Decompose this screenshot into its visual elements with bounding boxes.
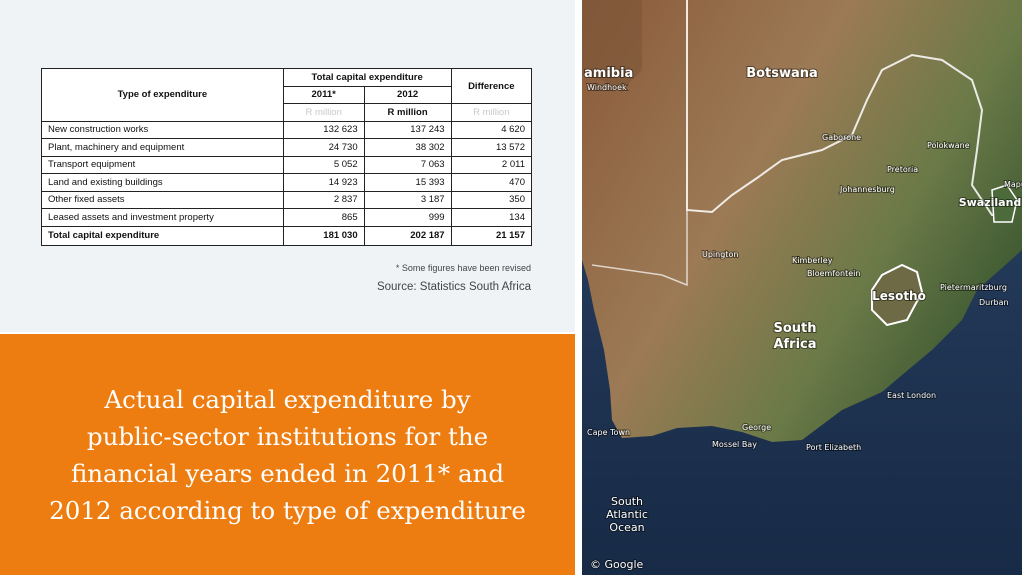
place-label: Port Elizabeth bbox=[806, 443, 861, 452]
caption: Actual capital expenditure by public-sect… bbox=[0, 334, 575, 575]
ocean-label: South bbox=[611, 495, 643, 508]
value-cell: 4 620 bbox=[450, 120, 533, 139]
caption-line: financial years ended in 2011* and bbox=[70, 459, 505, 488]
lesotho-border bbox=[871, 263, 924, 327]
value-cell: 24 730 bbox=[282, 138, 365, 157]
table-row: Other fixed assets 2 837 3 187 350 bbox=[41, 190, 533, 209]
value-cell: 2 837 bbox=[282, 190, 365, 209]
country-label: Botswana bbox=[746, 66, 818, 81]
value-cell: 202 187 bbox=[363, 225, 452, 246]
table-row: New construction works 132 623 137 243 4 62… bbox=[41, 120, 533, 139]
value-cell: 14 923 bbox=[282, 173, 365, 192]
border bbox=[591, 210, 688, 287]
value-cell: 865 bbox=[282, 208, 365, 227]
value-cell: 137 243 bbox=[363, 120, 452, 139]
value-cell: 999 bbox=[363, 208, 452, 227]
value-cell: 38 302 bbox=[363, 138, 452, 157]
map: amibia BotswanaSouthAfricaLesothoSwazilan… bbox=[582, 0, 1022, 575]
country-label: amibia bbox=[584, 66, 633, 81]
source: Source: Statistics South Africa bbox=[376, 281, 531, 293]
label-cell: Plant, machinery and equipment bbox=[41, 138, 284, 157]
value-cell: 5 052 bbox=[282, 155, 365, 174]
land-shade bbox=[582, 0, 642, 90]
place-label: Windhoek bbox=[587, 83, 627, 92]
value-cell: 2 011 bbox=[450, 155, 533, 174]
table-row: Plant, machinery and equipment 24 730 38 3… bbox=[41, 138, 533, 157]
place-label: Upington bbox=[702, 250, 738, 259]
table-row: Total capital expenditure 181 030 202 187 2… bbox=[41, 225, 533, 246]
footnote: * Some figures have been revised bbox=[395, 263, 531, 273]
value-cell: 181 030 bbox=[282, 225, 365, 246]
value-cell: 15 393 bbox=[363, 173, 452, 192]
table-row: Land and existing buildings 14 923 15 393 4… bbox=[41, 173, 533, 192]
place-label: Pretoria bbox=[887, 165, 918, 174]
label-cell: Transport equipment bbox=[41, 155, 284, 174]
unit-cell: R million bbox=[282, 103, 365, 122]
caption-line: 2012 according to type of expenditure bbox=[49, 496, 526, 525]
place-label: Kimberley bbox=[792, 256, 833, 265]
label-cell: Total capital expenditure bbox=[41, 225, 284, 246]
place-label: Durban bbox=[979, 298, 1009, 307]
value-cell: 470 bbox=[450, 173, 533, 192]
place-label: George bbox=[742, 423, 771, 432]
value-cell: 7 063 bbox=[363, 155, 452, 174]
ocean-label: Atlantic bbox=[606, 508, 648, 521]
border bbox=[686, 0, 1012, 216]
place-label: Maputo bbox=[1004, 180, 1022, 189]
land bbox=[582, 0, 1022, 442]
place-label: East London bbox=[887, 391, 936, 400]
label-cell: Land and existing buildings bbox=[41, 173, 284, 192]
value-cell: 13 572 bbox=[450, 138, 533, 157]
value-cell: 134 bbox=[450, 208, 533, 227]
value-cell: 350 bbox=[450, 190, 533, 209]
table-row: Transport equipment 5 052 7 063 2 011 bbox=[41, 155, 533, 174]
value-cell: 3 187 bbox=[363, 190, 452, 209]
country-label: Lesotho bbox=[872, 289, 926, 303]
header-cell: Type of expenditure bbox=[41, 68, 284, 122]
value-cell: 21 157 bbox=[450, 225, 533, 246]
header-cell: Total capital expenditure bbox=[282, 68, 452, 87]
header-cell: Difference bbox=[450, 68, 533, 104]
place-label: Pietermaritzburg bbox=[940, 283, 1007, 292]
table-panel: Type of expenditure Total capital expend… bbox=[0, 0, 575, 332]
header-cell: 2011* bbox=[282, 85, 365, 104]
place-label: Bloemfontein bbox=[807, 269, 860, 278]
country-label: South bbox=[773, 321, 816, 336]
country-label: Africa bbox=[773, 337, 816, 352]
caption-line: Actual capital expenditure by bbox=[104, 385, 471, 414]
value-cell: 132 623 bbox=[282, 120, 365, 139]
caption-line: public-sector institutions for the bbox=[86, 422, 489, 451]
ocean-label: Ocean bbox=[609, 521, 644, 534]
label-cell: Leased assets and investment property bbox=[41, 208, 284, 227]
label-cell: New construction works bbox=[41, 120, 284, 139]
swaziland-border bbox=[991, 184, 1018, 223]
place-label: Mossel Bay bbox=[712, 440, 757, 449]
label-cell: Other fixed assets bbox=[41, 190, 284, 209]
map-credit: © Google bbox=[590, 558, 644, 571]
header-cell: 2012 bbox=[363, 85, 452, 104]
place-label: Gaborone bbox=[822, 133, 861, 142]
unit-cell: R million bbox=[450, 103, 533, 122]
unit-cell: R million bbox=[363, 103, 452, 122]
place-label: Cape Town bbox=[587, 428, 630, 437]
expenditure-table: Type of expenditure Total capital expend… bbox=[41, 68, 533, 246]
country-label: Swaziland bbox=[959, 196, 1022, 209]
place-label: Polokwane bbox=[927, 141, 970, 150]
table-row: Leased assets and investment property 865… bbox=[41, 208, 533, 227]
place-label: Johannesburg bbox=[839, 185, 895, 194]
table-body: New construction works 132 623 137 243 4 62… bbox=[41, 120, 533, 246]
